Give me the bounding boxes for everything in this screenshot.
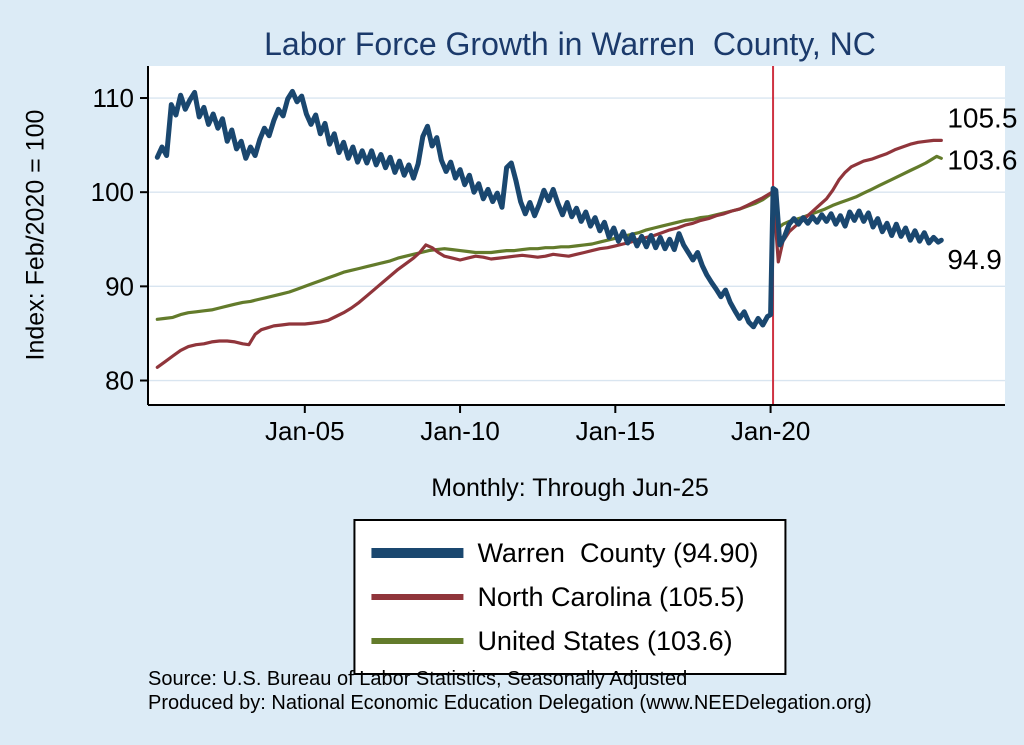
x-tick-label: Jan-05: [265, 416, 345, 446]
chart-title: Labor Force Growth in Warren County, NC: [264, 26, 876, 62]
legend-item-north-carolina: North Carolina (105.5): [371, 577, 758, 617]
producer-note: Produced by: National Economic Education…: [148, 692, 872, 714]
x-tick-label: Jan-10: [420, 416, 500, 446]
legend-item-warren-county: Warren County (94.90): [371, 533, 759, 573]
warren-county-line-swatch: [371, 547, 464, 559]
chart-subtitle: Monthly: Through Jun-25: [431, 474, 709, 502]
y-tick-label: 90: [105, 271, 134, 301]
series-line-warren-county: [154, 88, 944, 330]
series-line-north-carolina: [155, 138, 943, 369]
legend-label-north-carolina: North Carolina (105.5): [477, 581, 745, 612]
x-tick-label: Jan-15: [576, 416, 656, 446]
legend: Warren County (94.90) North Carolina (10…: [353, 519, 787, 675]
end-label-north-carolina: 105.5: [947, 102, 1017, 133]
y-tick-label: 100: [91, 177, 134, 207]
united-states-line-swatch: [371, 637, 464, 645]
legend-item-united-states: United States (103.6): [371, 621, 758, 661]
y-tick-label: 110: [93, 83, 134, 113]
y-tick-label: 80: [105, 366, 134, 396]
legend-label-united-states: United States (103.6): [477, 625, 733, 656]
series-line-united-states: [155, 154, 943, 321]
x-tick-label: Jan-20: [731, 416, 811, 446]
plot-background: [148, 66, 1005, 405]
north-carolina-line-swatch: [371, 593, 464, 601]
legend-label-warren-county: Warren County (94.90): [477, 537, 759, 568]
source-note: Source: U.S. Bureau of Labor Statistics,…: [148, 668, 688, 690]
end-label-warren-county: 94.9: [947, 244, 1002, 275]
end-label-united-states: 103.6: [947, 144, 1017, 175]
